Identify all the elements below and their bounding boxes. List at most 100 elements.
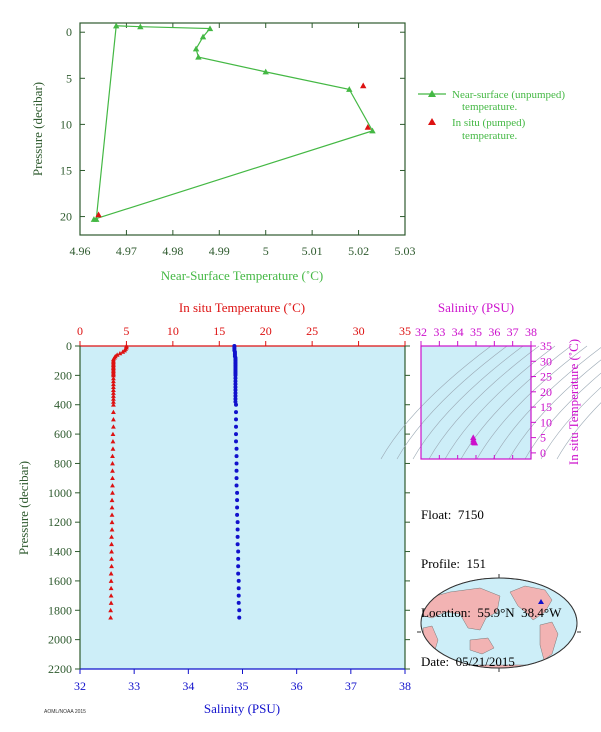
salinity-profile-point xyxy=(233,388,238,393)
near-surface-y-axis-label: Pressure (decibar) xyxy=(30,82,45,176)
temperature-profile-point xyxy=(111,387,116,392)
map-land-australia xyxy=(469,637,495,655)
unpumped-temperature-line xyxy=(93,25,374,220)
salinity-tick-label: 34 xyxy=(182,679,194,693)
ts-salinity-axis-label: Salinity (PSU) xyxy=(438,300,514,315)
unpumped-temperature-point xyxy=(199,33,207,40)
temperature-profile-point xyxy=(111,396,116,401)
temperature-tick-label: 10 xyxy=(167,324,179,338)
salinity-profile-point xyxy=(234,461,239,466)
salinity-profile-point xyxy=(235,520,240,525)
temperature-profile-point xyxy=(109,505,115,510)
salinity-profile-point xyxy=(236,556,241,561)
salinity-profile-point xyxy=(235,512,240,517)
location-value: 55.9°N 38.4°W xyxy=(477,605,562,620)
temperature-profile-point xyxy=(108,607,114,613)
density-contour xyxy=(508,359,601,460)
salinity-tick-label: 38 xyxy=(399,679,411,693)
ts-salinity-tick-label: 33 xyxy=(433,325,445,339)
legend-label-unpumped-line1: Near-surface (unpumped) xyxy=(452,89,565,101)
legend-label-unpumped-line2: temperature. xyxy=(462,101,518,113)
unpumped-temperature-point xyxy=(262,68,269,75)
map-land-north-america xyxy=(509,585,553,621)
unpumped-temperature-point xyxy=(369,127,376,134)
profile-temperature-axis-label: In situ Temperature (˚C) xyxy=(179,300,305,315)
salinity-profile-point xyxy=(237,615,242,620)
density-contour xyxy=(476,345,588,460)
unpumped-temperature-point xyxy=(192,45,200,52)
ts-salinity-tick-label: 32 xyxy=(415,325,427,339)
density-contour xyxy=(524,372,601,460)
temperature-profile-point xyxy=(117,350,123,356)
salinity-profile-point xyxy=(234,439,238,444)
temperature-profile-point xyxy=(111,375,116,381)
ts-salinity-tick-label: 36 xyxy=(488,325,500,339)
salinity-profile-point xyxy=(235,527,240,532)
salinity-profile-point xyxy=(235,498,240,503)
density-contour xyxy=(460,345,572,460)
temperature-tick-label: 35 xyxy=(399,324,411,338)
density-contour xyxy=(492,347,601,460)
salinity-profile-point xyxy=(236,564,241,569)
unpumped-temperature-point xyxy=(206,25,214,32)
salinity-profile-point xyxy=(233,382,238,387)
salinity-profile-point xyxy=(234,410,238,415)
ts-salinity-tick-label: 34 xyxy=(452,325,464,339)
temperature-profile-point xyxy=(111,409,116,414)
temperature-profile-point xyxy=(110,483,115,488)
temperature-profile-point xyxy=(111,399,116,404)
salinity-profile-point xyxy=(233,379,238,384)
temperature-profile-point xyxy=(110,439,116,444)
ts-temperature-tick-label: 30 xyxy=(540,354,552,368)
ts-salinity-tick-label: 35 xyxy=(470,325,482,339)
temperature-tick-label: 15 xyxy=(213,324,225,338)
near-surface-chart: 4.96 4.97 4.98 4.99 5 5.01 5.02 5.03 0 5 10 15 20 N… xyxy=(30,22,565,283)
pressure-tick-label: 1800 xyxy=(48,603,72,617)
pressure-tick-label: 400 xyxy=(54,398,72,412)
ts-temperature-tick-label: 25 xyxy=(540,370,552,384)
salinity-profile-point xyxy=(234,468,239,473)
temperature-profile-point xyxy=(109,497,115,503)
temperature-profile-point xyxy=(111,393,116,398)
density-contour xyxy=(540,386,601,460)
temperature-profile-point xyxy=(109,527,115,532)
profile-plot-background xyxy=(80,346,405,669)
location-label: Location: xyxy=(421,605,471,620)
salinity-profile-point xyxy=(234,402,238,407)
salinity-profile-point xyxy=(233,393,238,398)
date-label: Date: xyxy=(421,654,450,669)
pumped-temperature-point xyxy=(364,123,372,130)
ts-point xyxy=(471,439,479,446)
unpumped-temperature-point xyxy=(195,53,202,60)
ts-temperature-axis-label: In situ Temperature (˚C) xyxy=(566,339,581,465)
profile-value: 151 xyxy=(466,556,487,571)
temperature-profile-point xyxy=(111,424,116,429)
salinity-profile-point xyxy=(235,534,240,539)
temperature-profile-point xyxy=(111,381,116,387)
temperature-profile-point xyxy=(110,453,115,459)
unpumped-temperature-point xyxy=(90,216,98,222)
salinity-profile-point xyxy=(234,476,239,481)
salinity-profile-point xyxy=(236,578,241,583)
density-contour xyxy=(428,345,540,460)
temperature-tick-label: 20 xyxy=(260,324,272,338)
float-value: 7150 xyxy=(457,507,484,522)
ts-temperature-tick-label: 0 xyxy=(540,446,546,460)
salinity-profile-point xyxy=(234,424,238,429)
near-surface-y-tick-label: 20 xyxy=(60,210,72,224)
near-surface-x-tick-label: 5.01 xyxy=(302,244,323,258)
unpumped-temperature-point xyxy=(346,86,353,92)
pressure-tick-label: 2000 xyxy=(48,633,72,647)
pressure-tick-label: 0 xyxy=(66,339,72,353)
float-info: Float: 7150 Profile: 151 Location: 55.9°… xyxy=(421,475,561,686)
date-row: Date: 05/21/2015 xyxy=(421,654,561,670)
pressure-tick-label: 800 xyxy=(54,456,72,470)
location-row: Location: 55.9°N 38.4°W xyxy=(421,605,561,621)
salinity-profile-point xyxy=(234,417,238,422)
pressure-tick-label: 600 xyxy=(54,427,72,441)
temperature-profile-point xyxy=(111,378,116,384)
ts-temperature-tick-label: 35 xyxy=(540,339,552,353)
salinity-profile-point xyxy=(237,608,242,613)
salinity-profile-point xyxy=(234,432,238,437)
